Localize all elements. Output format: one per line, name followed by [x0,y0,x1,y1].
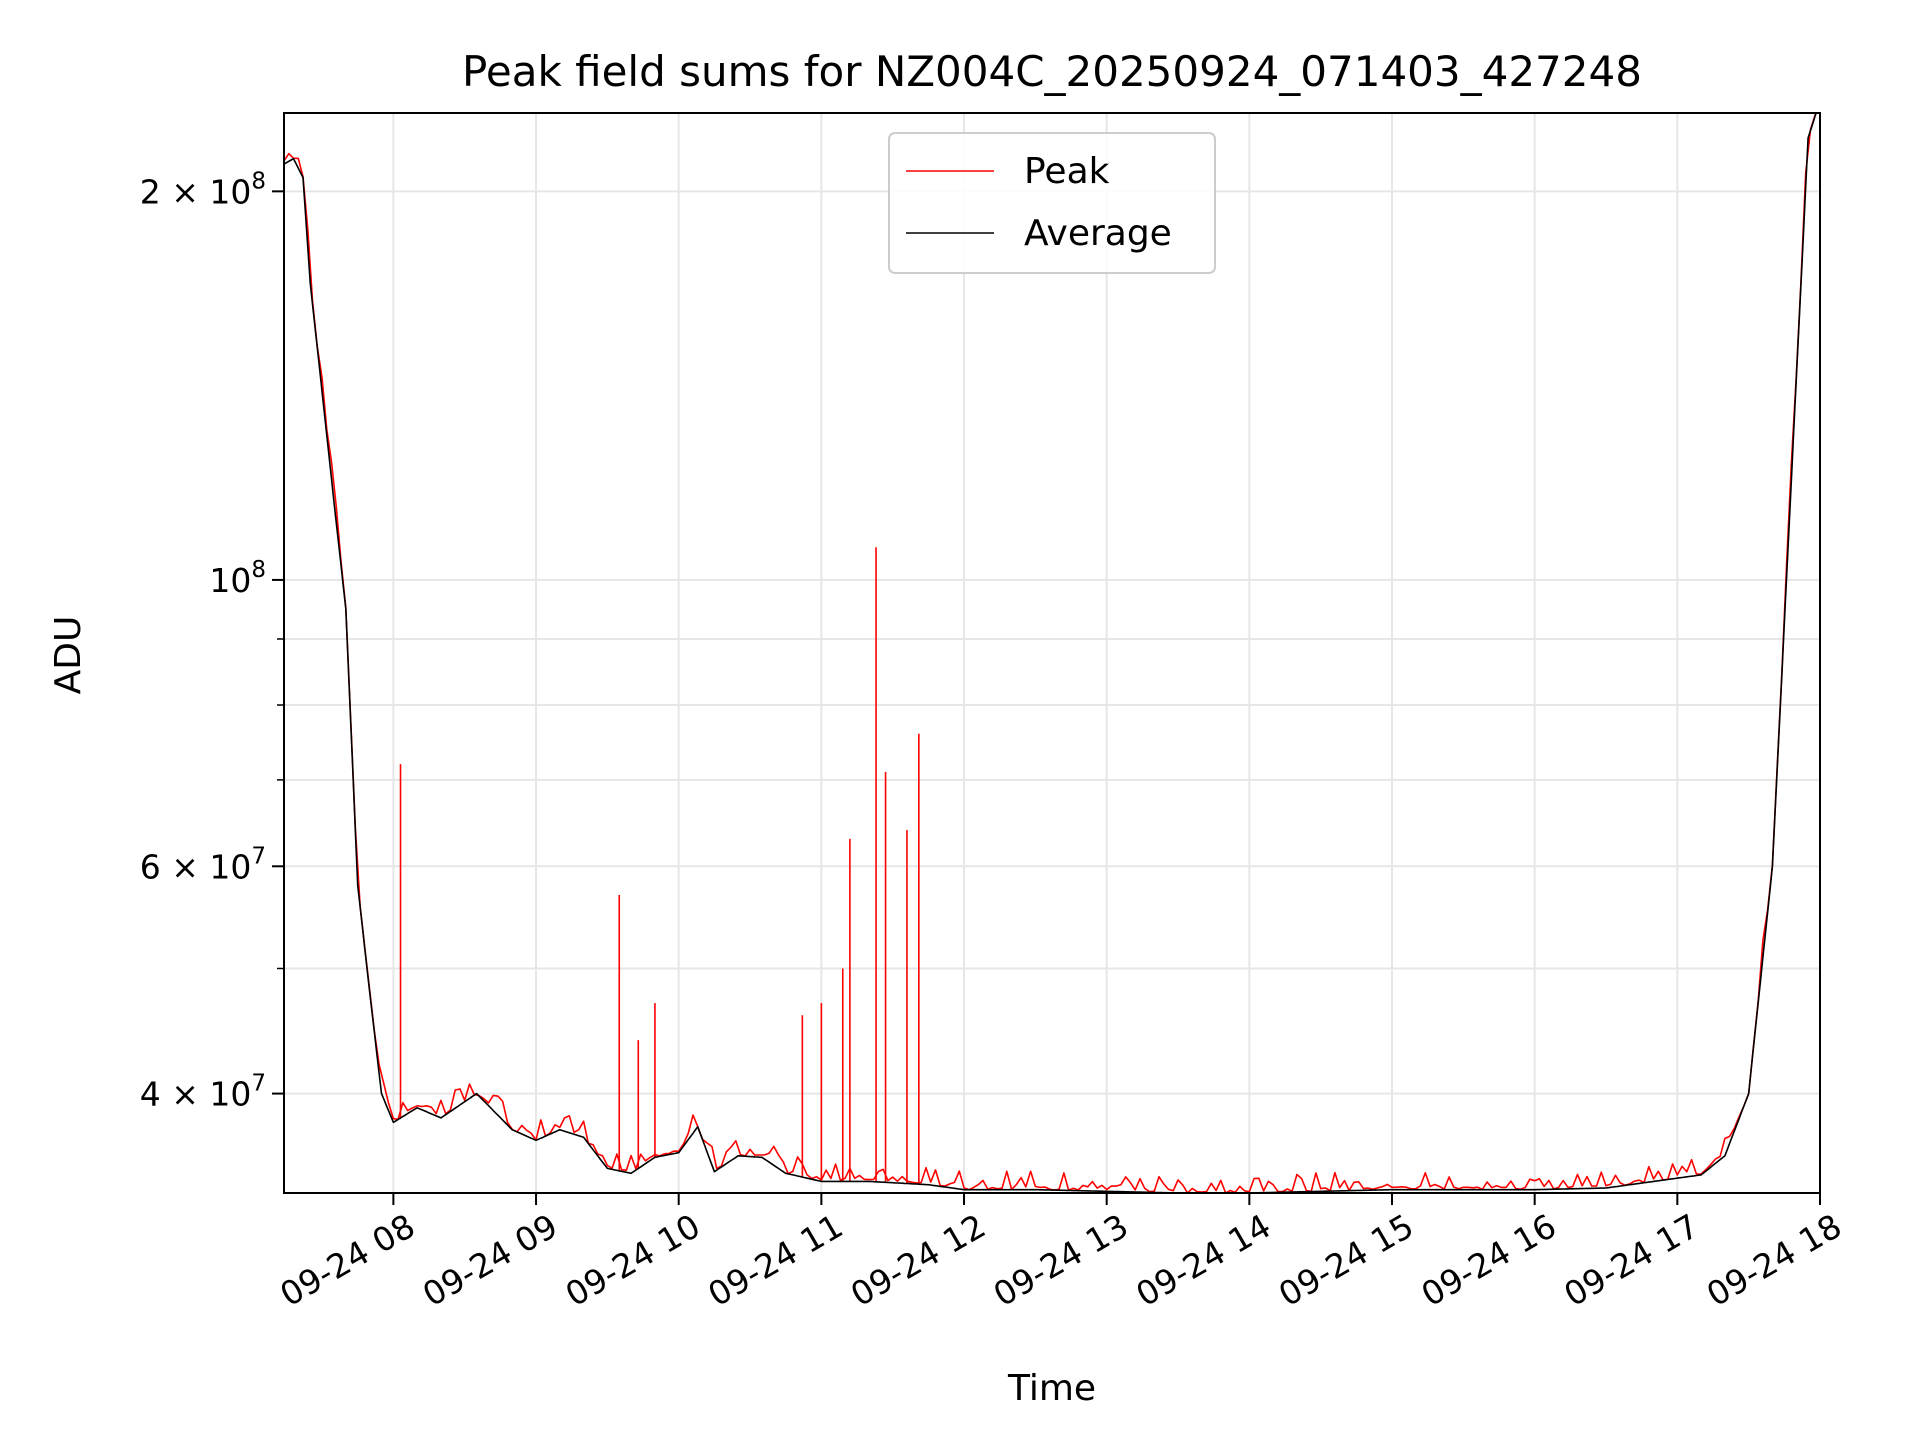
y-tick-exponent: 8 [251,557,266,583]
y-tick-label: 6 × 107 [140,843,266,886]
legend-box [888,132,1216,274]
legend-label-peak: Peak [1024,151,1110,192]
legend: Peak Average [888,132,1216,274]
series-average-line [284,113,1817,1193]
y-tick-label: 108 [209,557,266,600]
series-layer [284,113,1817,1193]
x-axis-label: Time [1007,1368,1096,1409]
legend-label-average: Average [1024,213,1172,254]
y-tick-exponent: 7 [251,1071,266,1097]
y-tick-label: 2 × 108 [140,168,266,211]
plot-frame [283,112,1821,1194]
y-tick-base: 10 [209,561,251,600]
y-tick-base: 2 × 10 [140,172,252,211]
y-axis-label: ADU [48,616,89,695]
y-tick-exponent: 8 [251,168,266,194]
chart-title: Peak field sums for NZ004C_20250924_0714… [462,47,1642,96]
y-tick-label: 4 × 107 [140,1071,266,1114]
y-tick-exponent: 7 [251,843,266,869]
series-group [284,113,1817,1193]
y-tick-base: 4 × 10 [140,1075,252,1114]
y-tick-base: 6 × 10 [140,847,252,886]
